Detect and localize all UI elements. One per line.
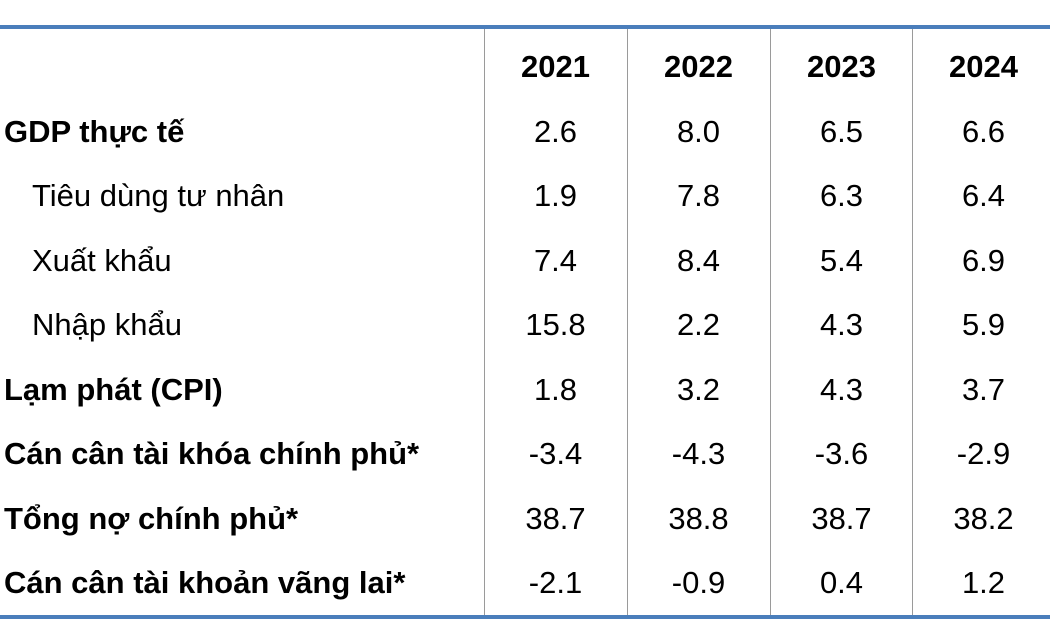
value-cell: 2.2 [676, 307, 721, 342]
value-cell: 15.8 [525, 307, 586, 342]
value-cell: 38.2 [953, 500, 1014, 536]
column-header: 2023 [807, 49, 876, 84]
value-cell: -2.1 [528, 565, 583, 600]
column-divider [770, 29, 771, 615]
value-cell: 6.5 [819, 113, 864, 149]
value-cell: -4.3 [671, 436, 726, 471]
value-cell: 5.9 [961, 307, 1006, 342]
value-cell: -0.9 [671, 565, 726, 600]
column-divider [484, 29, 485, 615]
bottom-border [0, 615, 1050, 619]
value-cell: 4.3 [819, 371, 864, 407]
value-cell: 6.6 [961, 113, 1006, 149]
value-cell: 6.9 [961, 242, 1006, 278]
row-label: Lạm phát (CPI) [4, 371, 223, 407]
value-cell: 38.7 [811, 500, 872, 536]
column-divider [627, 29, 628, 615]
value-cell: 38.7 [525, 500, 586, 536]
value-cell: 3.7 [961, 371, 1006, 407]
row-label: Cán cân tài khóa chính phủ* [4, 436, 420, 471]
value-cell: 6.3 [819, 178, 864, 213]
value-cell: 1.2 [961, 565, 1006, 600]
value-cell: 3.2 [676, 371, 721, 407]
column-header: 2022 [664, 49, 733, 84]
value-cell: 7.4 [533, 242, 578, 278]
value-cell: 1.9 [533, 178, 578, 213]
value-cell: 8.4 [676, 242, 721, 278]
value-cell: 2.6 [533, 113, 578, 149]
value-cell: 38.8 [668, 500, 729, 536]
row-label: Nhập khẩu [32, 307, 182, 342]
column-header: 2021 [521, 49, 590, 84]
value-cell: -2.9 [956, 436, 1011, 471]
value-cell: 6.4 [961, 178, 1006, 213]
row-label: Tiêu dùng tư nhân [32, 178, 285, 213]
value-cell: 4.3 [819, 307, 864, 342]
row-label: Xuất khẩu [32, 242, 172, 278]
value-cell: -3.4 [528, 436, 583, 471]
column-divider [912, 29, 913, 615]
value-cell: 7.8 [676, 178, 721, 213]
row-label: Tổng nợ chính phủ* [4, 500, 299, 536]
row-label: Cán cân tài khoản vãng lai* [4, 565, 406, 600]
row-label: GDP thực tế [4, 113, 185, 149]
value-cell: 1.8 [533, 371, 578, 407]
value-cell: 5.4 [819, 242, 864, 278]
top-border [0, 25, 1050, 29]
value-cell: -3.6 [814, 436, 869, 471]
column-header: 2024 [949, 49, 1018, 84]
value-cell: 8.0 [676, 113, 721, 149]
value-cell: 0.4 [819, 565, 864, 600]
